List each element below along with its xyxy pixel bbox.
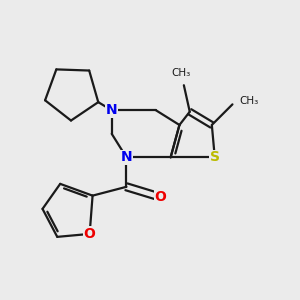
Text: S: S <box>210 150 220 164</box>
Text: N: N <box>106 103 118 117</box>
Text: O: O <box>154 190 166 204</box>
Text: O: O <box>84 227 96 241</box>
Text: N: N <box>121 150 132 164</box>
Text: CH₃: CH₃ <box>171 68 190 78</box>
Text: CH₃: CH₃ <box>240 96 259 106</box>
